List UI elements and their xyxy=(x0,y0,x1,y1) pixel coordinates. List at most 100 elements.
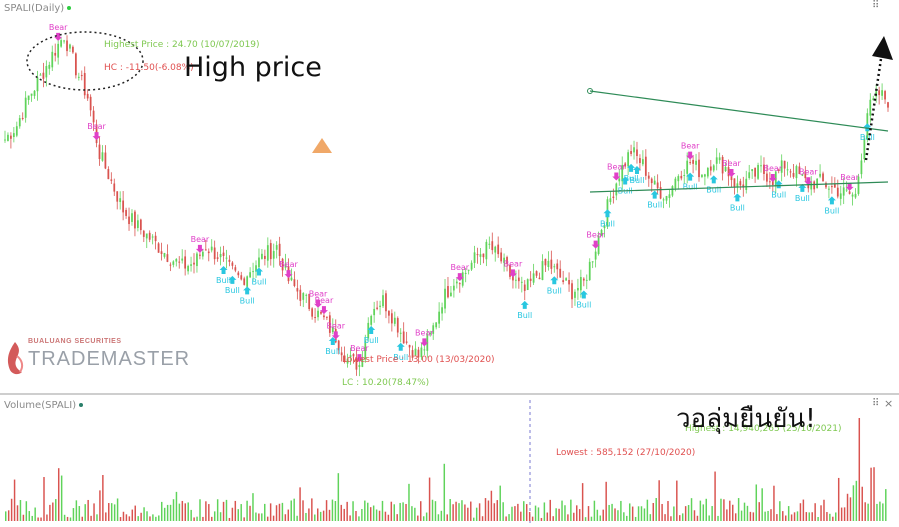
candle-body xyxy=(435,322,438,328)
bull-signal-label: Bull xyxy=(683,183,698,192)
high-price-circle xyxy=(26,31,144,91)
volume-bar xyxy=(561,500,563,521)
volume-bar xyxy=(137,516,139,521)
volume-bar xyxy=(105,512,107,521)
candle-body xyxy=(178,261,181,263)
candle-body xyxy=(600,229,603,236)
volume-bar xyxy=(434,501,437,521)
volume-bar xyxy=(290,500,292,521)
volume-bar xyxy=(367,502,369,521)
candle-body xyxy=(293,279,296,286)
volume-bar xyxy=(508,514,510,521)
volume-bar xyxy=(540,517,543,521)
candle-body xyxy=(429,333,432,335)
bear-arrow-icon xyxy=(768,174,777,183)
volume-lowest-label: Lowest : 585,152 (27/10/2020) xyxy=(556,448,695,458)
candle-body xyxy=(39,74,42,76)
volume-bar xyxy=(584,517,587,521)
candle-body xyxy=(358,365,361,367)
bear-arrow-icon xyxy=(284,270,293,279)
volume-bar xyxy=(181,500,184,521)
candle-body xyxy=(382,295,384,307)
candle-body xyxy=(219,254,222,258)
volume-bar xyxy=(93,503,95,521)
candle-body xyxy=(718,157,721,161)
bear-signal-label: Bear xyxy=(279,260,298,269)
volume-bar xyxy=(205,501,207,521)
bear-arrow-icon xyxy=(314,299,323,308)
volume-bar xyxy=(143,507,145,521)
volume-bar xyxy=(258,513,260,521)
bull-signal-label: Bull xyxy=(624,174,639,183)
candle-body xyxy=(704,174,706,177)
volume-bar xyxy=(835,512,837,521)
volume-bar xyxy=(643,508,646,521)
bull-arrow-icon xyxy=(228,275,237,284)
candle-body xyxy=(201,251,204,257)
candle-body xyxy=(633,147,635,153)
volume-bar xyxy=(779,501,781,521)
candle-body xyxy=(148,232,151,240)
volume-bar xyxy=(649,514,652,521)
candle-body xyxy=(863,138,866,160)
bear-signal-label: Bear xyxy=(681,142,700,151)
candle-body xyxy=(417,349,420,358)
volume-bar xyxy=(652,503,655,521)
candle-body xyxy=(857,176,860,194)
candle-body xyxy=(757,164,759,179)
candle-body xyxy=(172,261,175,265)
candle-body xyxy=(686,160,689,174)
candle-body xyxy=(337,340,340,351)
candle-body xyxy=(204,249,207,251)
volume-bar xyxy=(587,506,590,521)
volume-bar xyxy=(325,500,328,521)
candle-body xyxy=(119,198,122,203)
candle-body xyxy=(420,347,423,358)
candle-body xyxy=(810,182,813,190)
candle-body xyxy=(556,263,559,270)
candle-body xyxy=(21,117,24,119)
volume-bar xyxy=(602,509,604,521)
volume-bar xyxy=(63,514,66,521)
volume-bar xyxy=(216,499,219,521)
volume-bar xyxy=(576,505,578,521)
candle-body xyxy=(754,167,756,177)
candle-body xyxy=(92,110,95,123)
candle-body xyxy=(388,311,390,316)
candle-body xyxy=(125,209,127,216)
candle-body xyxy=(30,93,33,96)
volume-bar xyxy=(184,503,187,521)
volume-drag-handle-icon[interactable]: ⠿ xyxy=(872,398,880,409)
candle-body xyxy=(137,220,139,228)
candle-body xyxy=(402,331,405,344)
candle-body xyxy=(730,175,733,181)
volume-bar xyxy=(826,512,828,521)
volume-bar xyxy=(52,502,54,521)
bull-signal-label: Bull xyxy=(706,185,721,194)
candle-body xyxy=(72,46,74,53)
candle-body xyxy=(624,163,627,167)
volume-bar xyxy=(228,517,231,521)
volume-bar xyxy=(458,503,460,521)
volume-bar xyxy=(732,504,734,521)
candle-body xyxy=(594,251,597,260)
candle-body xyxy=(352,354,355,357)
candle-body xyxy=(80,75,83,77)
candle-body xyxy=(423,349,426,351)
volume-bar xyxy=(761,488,763,521)
candle-body xyxy=(228,259,231,262)
volume-bar xyxy=(799,503,802,521)
volume-bar xyxy=(472,517,475,521)
highest-price-label: Highest Price : 24.70 (10/07/2019) xyxy=(104,40,260,50)
candle-body xyxy=(163,253,166,257)
candle-body xyxy=(698,159,700,178)
volume-close-icon[interactable]: × xyxy=(884,397,894,410)
volume-bar xyxy=(876,503,878,521)
candle-body xyxy=(57,43,60,58)
drag-handle-icon[interactable]: ⠿ xyxy=(872,0,880,11)
candle-body xyxy=(742,184,745,188)
volume-bar xyxy=(322,510,325,521)
volume-bar xyxy=(237,509,239,521)
candle-body xyxy=(532,273,535,283)
